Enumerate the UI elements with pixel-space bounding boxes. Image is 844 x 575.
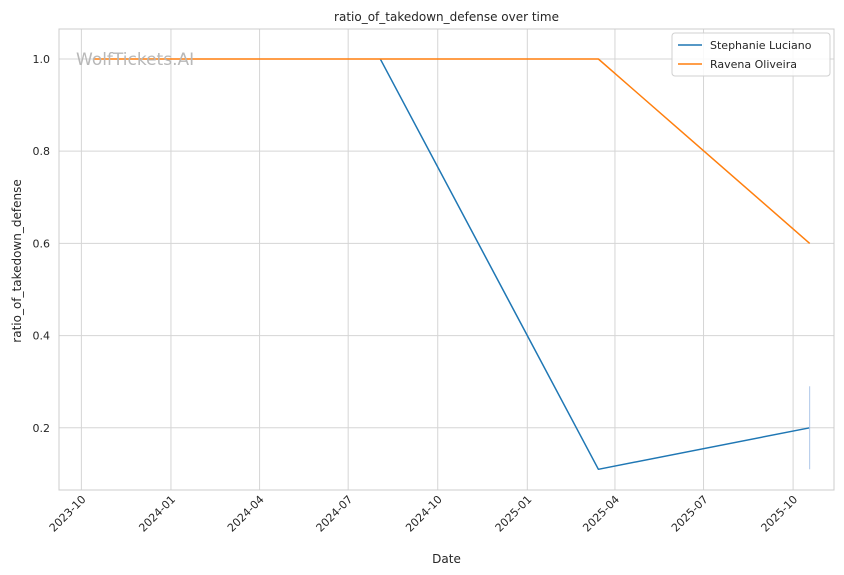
plot-frame bbox=[58, 28, 835, 491]
legend: Stephanie Luciano Ravena Oliveira bbox=[671, 32, 831, 77]
y-tick-label: 0.4 bbox=[33, 330, 51, 343]
legend-label: Ravena Oliveira bbox=[710, 58, 797, 71]
y-tick-label: 0.2 bbox=[33, 422, 51, 435]
legend-box bbox=[671, 32, 831, 77]
legend-label: Stephanie Luciano bbox=[710, 39, 812, 52]
y-axis-ticks: 0.2 0.4 0.6 0.8 1.0 bbox=[33, 53, 51, 435]
y-axis-title: ratio_of_takedown_defense bbox=[10, 179, 24, 342]
series-lines bbox=[94, 58, 811, 471]
series-line-stephanie-luciano bbox=[379, 58, 810, 471]
y-tick-label: 0.8 bbox=[33, 145, 51, 158]
chart-title: ratio_of_takedown_defense over time bbox=[334, 10, 559, 24]
y-tick-label: 0.6 bbox=[33, 237, 51, 250]
y-tick-label: 1.0 bbox=[33, 53, 51, 66]
x-axis-title: Date bbox=[432, 552, 461, 566]
series-line-ravena-oliveira bbox=[94, 58, 811, 244]
watermark: WolfTickets.AI bbox=[76, 50, 194, 70]
